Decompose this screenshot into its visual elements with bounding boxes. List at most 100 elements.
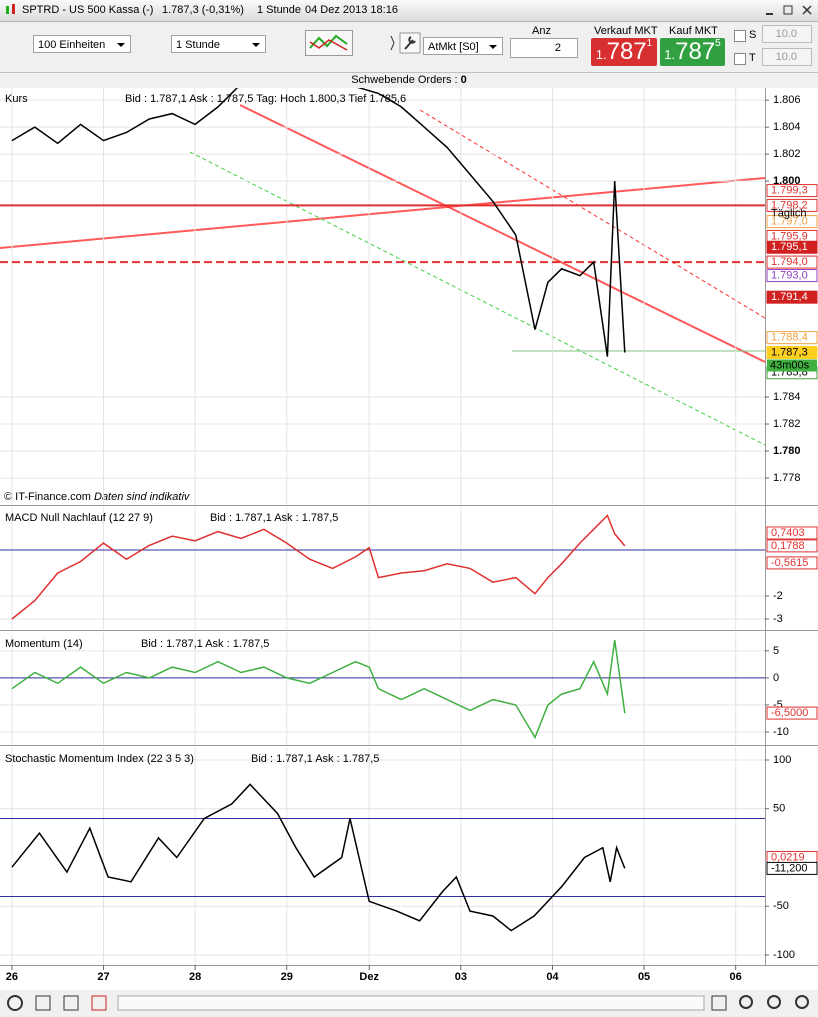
title-bar: SPTRD - US 500 Kassa (-) 1.787,3 (-0,31%… bbox=[0, 0, 818, 22]
panel bbox=[0, 88, 765, 505]
x-tick-label: 29 bbox=[281, 971, 293, 983]
y-tick-label: 5 bbox=[773, 645, 779, 657]
series-line bbox=[11, 514, 626, 620]
panel-info: Bid : 1.787,1 Ask : 1.787,5 bbox=[210, 512, 338, 524]
bottom-icons[interactable] bbox=[7, 995, 809, 1011]
quantity-label: Anz bbox=[532, 25, 551, 37]
series-line bbox=[11, 88, 626, 357]
y-tick-label: 1.806 bbox=[773, 94, 801, 106]
target-input[interactable]: 10.0 bbox=[762, 48, 812, 66]
level-box bbox=[766, 556, 818, 570]
panel-info: Bid : 1.787,1 Ask : 1.787,5 Tag: Hoch 1.… bbox=[125, 93, 406, 105]
level-label: 0,1788 bbox=[771, 540, 805, 552]
level-box bbox=[766, 346, 818, 360]
pending-orders-bar: Schwebende Orders : 0 bbox=[0, 73, 818, 88]
target-label: T bbox=[749, 52, 756, 64]
y-tick-label: 1.800 bbox=[773, 175, 801, 187]
series-line bbox=[11, 783, 626, 932]
level-box bbox=[766, 861, 818, 875]
x-tick-label: Dez bbox=[359, 971, 379, 983]
target-checkbox[interactable] bbox=[734, 53, 746, 65]
buy-prefix: 1. bbox=[664, 47, 676, 62]
x-tick-label: 06 bbox=[730, 971, 742, 983]
y-tick-label: -5 bbox=[773, 699, 783, 711]
sell-label: Verkauf MKT bbox=[594, 25, 658, 37]
y-tick-label: 1.778 bbox=[773, 472, 801, 484]
sell-prefix: 1. bbox=[595, 47, 607, 62]
level-label: 1.795,1 bbox=[771, 241, 808, 253]
sell-button[interactable]: 1.7871 bbox=[591, 38, 657, 66]
level-label: 0,7403 bbox=[771, 527, 805, 539]
level-label: 0,0219 bbox=[771, 851, 805, 863]
panel-info: Bid : 1.787,1 Ask : 1.787,5 bbox=[141, 638, 269, 650]
y-tick-label: -2 bbox=[773, 590, 783, 602]
level-label: 1.794,0 bbox=[771, 256, 808, 268]
level-label: 1.793,0 bbox=[771, 269, 808, 281]
panel-title: Momentum (14) bbox=[5, 638, 83, 650]
y-tick-label: 1.802 bbox=[773, 148, 801, 160]
y-tick-label: 100 bbox=[773, 754, 791, 766]
app-icon bbox=[6, 4, 15, 14]
level-label: 1.795,9 bbox=[771, 230, 808, 242]
level-box bbox=[766, 198, 818, 212]
level-label: -6,5000 bbox=[771, 707, 808, 719]
level-label: -11,200 bbox=[771, 862, 808, 874]
units-dropdown[interactable]: 100 Einheiten bbox=[33, 35, 131, 53]
window-buttons[interactable] bbox=[762, 3, 816, 18]
data-note: Daten sind indikativ bbox=[94, 491, 191, 503]
trend-lines bbox=[0, 104, 766, 446]
toolbar: 100 Einheiten 1 Stunde AtMkt [S0] Anz 2 … bbox=[0, 22, 818, 73]
settings-button[interactable] bbox=[388, 28, 422, 58]
stop-label: S bbox=[749, 29, 757, 41]
level-box bbox=[766, 331, 818, 345]
level-box bbox=[766, 290, 818, 304]
y-tick-label: 1.784 bbox=[773, 391, 801, 403]
y-tick-label: -3 bbox=[773, 613, 783, 625]
stop-checkbox[interactable] bbox=[734, 30, 746, 42]
y-tick-label: 50 bbox=[773, 803, 785, 815]
symbol: SPTRD - US 500 Kassa (-) bbox=[22, 4, 154, 16]
datetime: 04 Dez 2013 18:16 bbox=[305, 4, 398, 16]
x-tick-label: 05 bbox=[638, 971, 650, 983]
level-label: 1.788,4 bbox=[771, 332, 808, 344]
y-tick-label: -100 bbox=[773, 949, 795, 961]
copyright: © IT-Finance.com bbox=[4, 491, 91, 503]
y-tick-label: 1.780 bbox=[773, 445, 801, 457]
y-tick-label: -10 bbox=[773, 726, 789, 738]
level-box bbox=[766, 269, 818, 283]
panel bbox=[0, 748, 765, 965]
level-label: -0,5615 bbox=[771, 557, 808, 569]
interval: 1 Stunde bbox=[257, 4, 302, 16]
x-tick-label: 04 bbox=[546, 971, 559, 983]
countdown: 43m00s bbox=[770, 359, 810, 371]
buy-button[interactable]: 1.7875 bbox=[660, 38, 725, 66]
x-tick-label: 28 bbox=[189, 971, 201, 983]
countdown-box bbox=[767, 359, 817, 372]
chart-background bbox=[0, 88, 818, 990]
x-tick-label: 03 bbox=[455, 971, 467, 983]
trend-line bbox=[189, 151, 766, 446]
chart-style-button[interactable] bbox=[305, 30, 353, 56]
sell-suffix: 1 bbox=[646, 38, 653, 49]
series-line bbox=[11, 639, 626, 740]
order-type-dropdown[interactable]: AtMkt [S0] bbox=[423, 37, 503, 55]
period-label: Täglich bbox=[771, 207, 806, 219]
trend-line bbox=[0, 177, 766, 249]
panel-title: Stochastic Momentum Index (22 3 5 3) bbox=[5, 753, 194, 765]
panel-title: Kurs bbox=[5, 93, 28, 105]
y-tick-label: -50 bbox=[773, 900, 789, 912]
level-box bbox=[766, 184, 818, 198]
level-box bbox=[766, 255, 818, 269]
panel bbox=[0, 633, 765, 745]
y-tick-label: 0 bbox=[773, 672, 779, 684]
panel bbox=[0, 507, 765, 630]
y-tick-label: 1.782 bbox=[773, 418, 801, 430]
buy-label: Kauf MKT bbox=[669, 25, 718, 37]
x-tick-label: 26 bbox=[6, 971, 18, 983]
stop-input[interactable]: 10.0 bbox=[762, 25, 812, 43]
interval-dropdown[interactable]: 1 Stunde bbox=[171, 35, 266, 53]
buy-suffix: 5 bbox=[715, 38, 721, 49]
quote: 1.787,3 (-0,31%) bbox=[162, 4, 244, 16]
quantity-input[interactable]: 2 bbox=[510, 38, 578, 58]
